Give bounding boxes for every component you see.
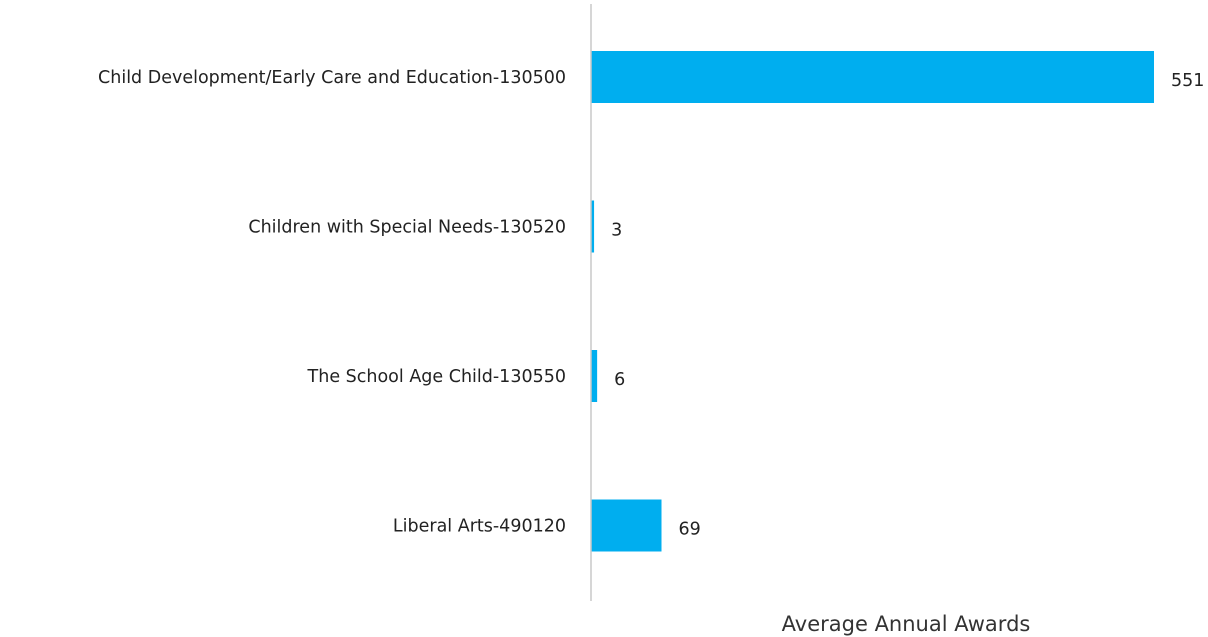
value-label-3: 69 <box>679 520 701 540</box>
value-label-2: 6 <box>614 370 625 390</box>
value-label-0: 551 <box>1171 71 1204 91</box>
bar-3 <box>591 499 662 552</box>
value-label-1: 3 <box>611 221 622 241</box>
bar-0 <box>591 51 1154 103</box>
x-axis-title: Average Annual Awards <box>782 612 1031 636</box>
category-label-1: Children with Special Needs-130520 <box>248 218 566 238</box>
category-label-2: The School Age Child-130550 <box>307 367 566 387</box>
labels-layer: Child Development/Early Care and Educati… <box>98 68 1204 540</box>
bar-1 <box>591 200 595 253</box>
category-label-0: Child Development/Early Care and Educati… <box>98 68 566 88</box>
bar-2 <box>591 350 598 402</box>
category-label-3: Liberal Arts-490120 <box>393 517 566 537</box>
bars-layer <box>591 51 1154 552</box>
